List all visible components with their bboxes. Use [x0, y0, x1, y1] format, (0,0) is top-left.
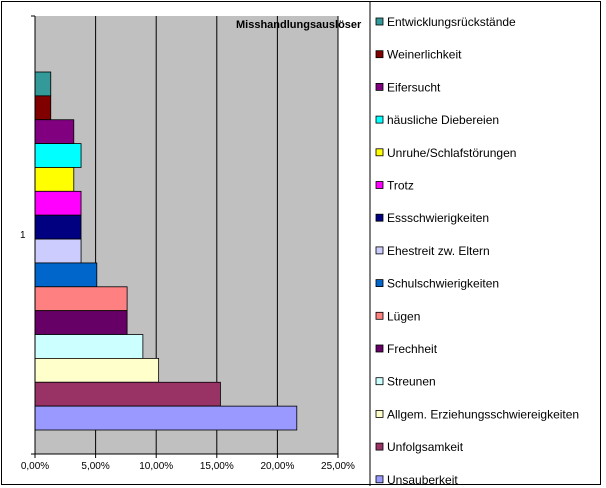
- legend-item-eifersucht: Eifersucht: [375, 80, 441, 94]
- legend-item-weinerlichkeit: Weinerlichkeit: [375, 48, 462, 62]
- legend-label: Unruhe/Schlafstörungen: [387, 146, 516, 160]
- bar-trotz: [34, 190, 82, 216]
- bar-essschwierigkeiten: [34, 214, 82, 240]
- bar-streunen: [34, 334, 144, 359]
- bar-schulschwierigkeiten: [34, 262, 98, 288]
- legend-label: Unsauberkeit: [387, 473, 458, 487]
- bar-häusliche-diebereien: [34, 143, 82, 168]
- legend-swatch: [375, 409, 384, 418]
- legend-swatch: [375, 279, 384, 288]
- legend-swatch: [375, 344, 384, 353]
- legend-swatch: [375, 475, 384, 484]
- legend-label: Eifersucht: [387, 80, 441, 94]
- legend-label: Schulschwierigkeiten: [387, 277, 499, 291]
- legend: Entwicklungsrückstände Weinerlichkeit Eife…: [375, 15, 579, 487]
- legend-item-unfolgsamkeit: Unfolgsamkeit: [375, 440, 464, 454]
- legend-item-frechheit: Frechheit: [375, 342, 438, 356]
- legend-label: Ehestreit zw. Eltern: [387, 244, 490, 258]
- legend-item-allgem-erziehungsschwiereigkeiten: Allgem. Erziehungsschwiereigkeiten: [375, 407, 579, 421]
- legend-label: Frechheit: [387, 342, 438, 356]
- legend-label: Unfolgsamkeit: [387, 440, 464, 454]
- x-tick-label: 25,00%: [321, 461, 355, 472]
- bar-entwicklungsrückstände: [34, 71, 52, 97]
- x-tick-label: 0,00%: [21, 461, 49, 472]
- legend-item-schulschwierigkeiten: Schulschwierigkeiten: [375, 277, 499, 291]
- legend-item-häusliche-diebereien: häusliche Diebereien: [375, 113, 499, 127]
- x-tick-label: 20,00%: [260, 461, 294, 472]
- legend-label: Essschwierigkeiten: [387, 211, 489, 225]
- legend-swatch: [375, 50, 384, 59]
- category-label: 1: [20, 230, 26, 241]
- legend-swatch: [375, 83, 384, 91]
- x-tick-labels: 0,00% 5,00% 10,00% 15,00% 20,00% 25,00%: [21, 461, 355, 472]
- legend-swatch: [375, 311, 384, 320]
- legend-swatch: [375, 17, 384, 26]
- bar-ehestreit-zw-eltern: [34, 238, 82, 264]
- x-tick-label: 15,00%: [200, 461, 234, 472]
- legend-item-ehestreit-zw-eltern: Ehestreit zw. Eltern: [375, 244, 490, 258]
- bar-weinerlichkeit: [34, 95, 52, 121]
- legend-label: Streunen: [387, 375, 436, 389]
- legend-item-unsauberkeit: Unsauberkeit: [375, 473, 458, 487]
- legend-label: Trotz: [387, 179, 414, 193]
- legend-item-entwicklungsrückstände: Entwicklungsrückstände: [375, 15, 516, 29]
- x-tick-label: 5,00%: [81, 461, 109, 472]
- x-tick-label: 10,00%: [139, 461, 173, 472]
- bars: [34, 71, 298, 431]
- legend-swatch: [375, 115, 384, 124]
- bar-unruhe-schlafstörungen: [34, 167, 75, 192]
- legend-item-essschwierigkeiten: Essschwierigkeiten: [375, 211, 489, 225]
- bar-unfolgsamkeit: [34, 381, 221, 407]
- legend-label: Entwicklungsrückstände: [387, 15, 516, 29]
- legend-item-streunen: Streunen: [375, 375, 436, 389]
- legend-item-lügen: Lügen: [375, 309, 420, 323]
- legend-swatch: [375, 181, 384, 189]
- legend-item-unruhe-schlafstörungen: Unruhe/Schlafstörungen: [375, 146, 516, 160]
- legend-label: Weinerlichkeit: [387, 48, 462, 62]
- bar-allgem-erziehungsschwiereigkeiten: [34, 357, 160, 383]
- legend-swatch: [375, 246, 384, 255]
- axes: [31, 15, 338, 455]
- bar-frechheit: [34, 310, 128, 335]
- legend-label: häusliche Diebereien: [387, 113, 499, 127]
- bar-unsauberkeit: [34, 405, 298, 431]
- legend-swatch: [375, 377, 384, 386]
- legend-label: Lügen: [387, 309, 420, 323]
- bar-eifersucht: [34, 119, 75, 144]
- legend-label: Allgem. Erziehungsschwiereigkeiten: [387, 407, 579, 421]
- legend-swatch: [375, 148, 384, 157]
- legend-item-trotz: Trotz: [375, 179, 414, 193]
- legend-swatch: [375, 213, 384, 222]
- legend-swatch: [375, 442, 384, 451]
- chart-title: Misshandlungsauslöser: [236, 19, 362, 31]
- bar-lügen: [34, 286, 128, 312]
